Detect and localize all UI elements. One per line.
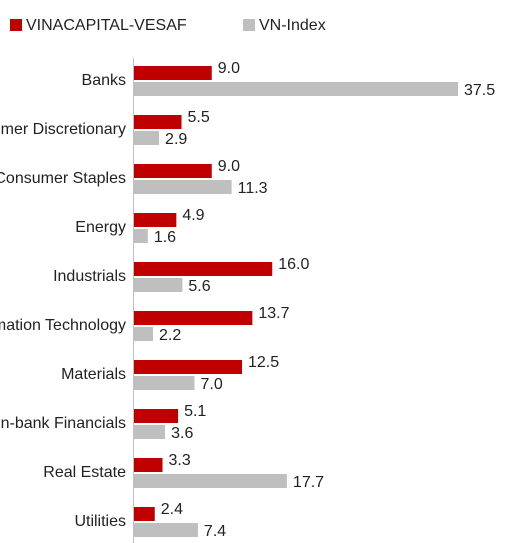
bar: [134, 523, 198, 537]
value-label: 9.0: [218, 158, 240, 175]
bar: [134, 115, 182, 129]
bar: [134, 164, 212, 178]
legend-swatch: [243, 19, 255, 31]
value-label: 2.4: [161, 501, 183, 518]
bar: [134, 278, 183, 292]
value-label: 2.2: [159, 327, 181, 344]
legend-label: VINACAPITAL-VESAF: [26, 17, 187, 34]
value-label: 7.4: [204, 523, 226, 540]
value-label: 3.3: [169, 452, 191, 469]
category-label: Energy: [75, 219, 126, 236]
bar: [134, 180, 232, 194]
value-label: 16.0: [278, 256, 309, 273]
bar: [134, 311, 253, 325]
value-label: 37.5: [464, 82, 495, 99]
category-label: Real Estate: [43, 464, 126, 481]
category-label: Utilities: [74, 513, 126, 530]
bar: [134, 425, 166, 439]
bar: [134, 458, 163, 472]
value-label: 1.6: [154, 229, 176, 246]
bar: [134, 376, 195, 390]
value-label: 13.7: [258, 305, 289, 322]
value-label: 5.5: [188, 109, 210, 126]
value-label: 5.6: [188, 278, 210, 295]
bar: [134, 327, 154, 341]
value-label: 5.1: [184, 403, 206, 420]
value-label: 11.3: [238, 180, 268, 197]
value-label: 4.9: [182, 207, 204, 224]
value-label: 17.7: [293, 474, 324, 491]
bar: [134, 66, 212, 80]
category-label: Information Technology: [0, 317, 126, 334]
legend-label: VN-Index: [259, 17, 326, 34]
value-label: 3.6: [171, 425, 193, 442]
value-label: 12.5: [248, 354, 279, 371]
bar: [134, 131, 160, 145]
category-label: Consumer Staples: [0, 170, 126, 187]
legend-swatch: [10, 19, 22, 31]
bar: [134, 262, 273, 276]
category-label: Banks: [82, 72, 126, 89]
value-label: 2.9: [165, 131, 187, 148]
bar: [134, 82, 458, 96]
bar: [134, 213, 177, 227]
value-label: 7.0: [200, 376, 222, 393]
category-label: Industrials: [53, 268, 126, 285]
bar: [134, 360, 242, 374]
bar: [134, 409, 179, 423]
category-label: Consumer Discretionary: [0, 121, 126, 138]
category-label: Non-bank Financials: [0, 415, 126, 432]
bar: [134, 507, 155, 521]
category-label: Materials: [61, 366, 126, 383]
bar: [134, 474, 287, 488]
bar: [134, 229, 148, 243]
value-label: 9.0: [218, 60, 240, 77]
